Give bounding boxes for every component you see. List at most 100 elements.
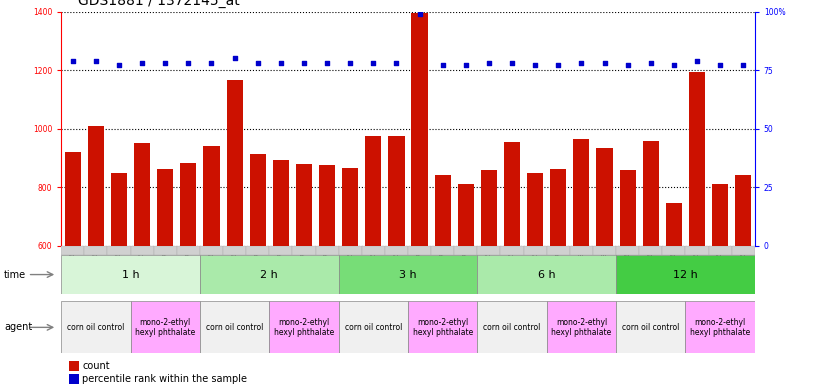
Bar <box>663 246 685 255</box>
Bar <box>339 301 408 353</box>
Bar <box>316 246 339 255</box>
Text: agent: agent <box>4 322 33 333</box>
Bar <box>227 80 242 384</box>
Bar <box>61 255 200 294</box>
Point <box>251 60 264 66</box>
Bar <box>477 246 500 255</box>
Bar <box>180 163 197 384</box>
Bar <box>292 246 316 255</box>
Point <box>66 58 79 64</box>
Text: corn oil control: corn oil control <box>206 323 264 332</box>
Bar <box>619 170 636 384</box>
Bar <box>431 246 455 255</box>
Point <box>297 60 310 66</box>
Text: corn oil control: corn oil control <box>483 323 541 332</box>
Bar <box>732 246 755 255</box>
Bar <box>639 246 663 255</box>
Bar <box>574 139 589 384</box>
Bar <box>596 148 613 384</box>
Text: 3 h: 3 h <box>399 270 417 280</box>
Bar <box>131 301 200 353</box>
Text: mono-2-ethyl
hexyl phthalate: mono-2-ethyl hexyl phthalate <box>552 318 611 337</box>
Point <box>366 60 379 66</box>
Bar <box>477 255 616 294</box>
Bar <box>547 301 616 353</box>
Bar <box>223 246 246 255</box>
Point <box>598 60 611 66</box>
Point <box>644 60 657 66</box>
Text: 2 h: 2 h <box>260 270 278 280</box>
Bar <box>269 301 339 353</box>
Text: 6 h: 6 h <box>538 270 556 280</box>
Bar <box>666 203 682 384</box>
Text: time: time <box>4 270 26 280</box>
Bar <box>84 246 108 255</box>
Bar <box>685 301 755 353</box>
Point <box>135 60 149 66</box>
Text: percentile rank within the sample: percentile rank within the sample <box>82 374 247 384</box>
Point <box>552 62 565 68</box>
Bar <box>527 173 543 384</box>
Bar <box>689 71 705 384</box>
Bar <box>616 301 685 353</box>
Text: corn oil control: corn oil control <box>67 323 125 332</box>
Bar <box>477 301 547 353</box>
Bar <box>203 146 220 384</box>
Bar <box>200 246 223 255</box>
Bar <box>131 246 153 255</box>
Point <box>574 60 588 66</box>
Text: 12 h: 12 h <box>673 270 698 280</box>
Text: mono-2-ethyl
hexyl phthalate: mono-2-ethyl hexyl phthalate <box>690 318 750 337</box>
Text: GDS1881 / 1372145_at: GDS1881 / 1372145_at <box>78 0 239 8</box>
Point <box>344 60 357 66</box>
Bar <box>547 246 570 255</box>
Point <box>621 62 634 68</box>
Point <box>737 62 750 68</box>
Point <box>413 11 426 17</box>
Bar <box>500 246 524 255</box>
Point <box>436 62 449 68</box>
Bar <box>250 154 266 384</box>
Bar <box>246 246 269 255</box>
Bar <box>88 126 104 384</box>
Bar <box>366 136 381 384</box>
Bar <box>61 301 131 353</box>
Bar <box>177 246 200 255</box>
Bar <box>339 246 361 255</box>
Bar <box>735 175 752 384</box>
Bar <box>570 246 593 255</box>
Bar <box>616 255 755 294</box>
Point <box>713 62 726 68</box>
Bar <box>200 301 269 353</box>
Bar <box>296 164 312 384</box>
Bar <box>361 246 385 255</box>
Text: count: count <box>82 361 110 371</box>
Point <box>205 60 218 66</box>
Point <box>89 58 102 64</box>
Bar <box>524 246 547 255</box>
Bar <box>111 173 127 384</box>
Text: mono-2-ethyl
hexyl phthalate: mono-2-ethyl hexyl phthalate <box>274 318 334 337</box>
Bar <box>458 184 474 384</box>
Bar <box>388 136 405 384</box>
Bar <box>157 169 173 384</box>
Text: corn oil control: corn oil control <box>622 323 680 332</box>
Bar <box>504 142 520 384</box>
Bar <box>435 175 450 384</box>
Bar <box>273 160 289 384</box>
Point <box>482 60 495 66</box>
Point <box>182 60 195 66</box>
Bar <box>408 246 431 255</box>
Bar <box>685 246 708 255</box>
Bar <box>385 246 408 255</box>
Bar <box>61 246 84 255</box>
Bar <box>643 141 659 384</box>
Bar <box>708 246 732 255</box>
Text: mono-2-ethyl
hexyl phthalate: mono-2-ethyl hexyl phthalate <box>413 318 472 337</box>
Point <box>321 60 334 66</box>
Point <box>667 62 681 68</box>
Point <box>390 60 403 66</box>
Point <box>529 62 542 68</box>
Bar <box>408 301 477 353</box>
Bar <box>319 165 335 384</box>
